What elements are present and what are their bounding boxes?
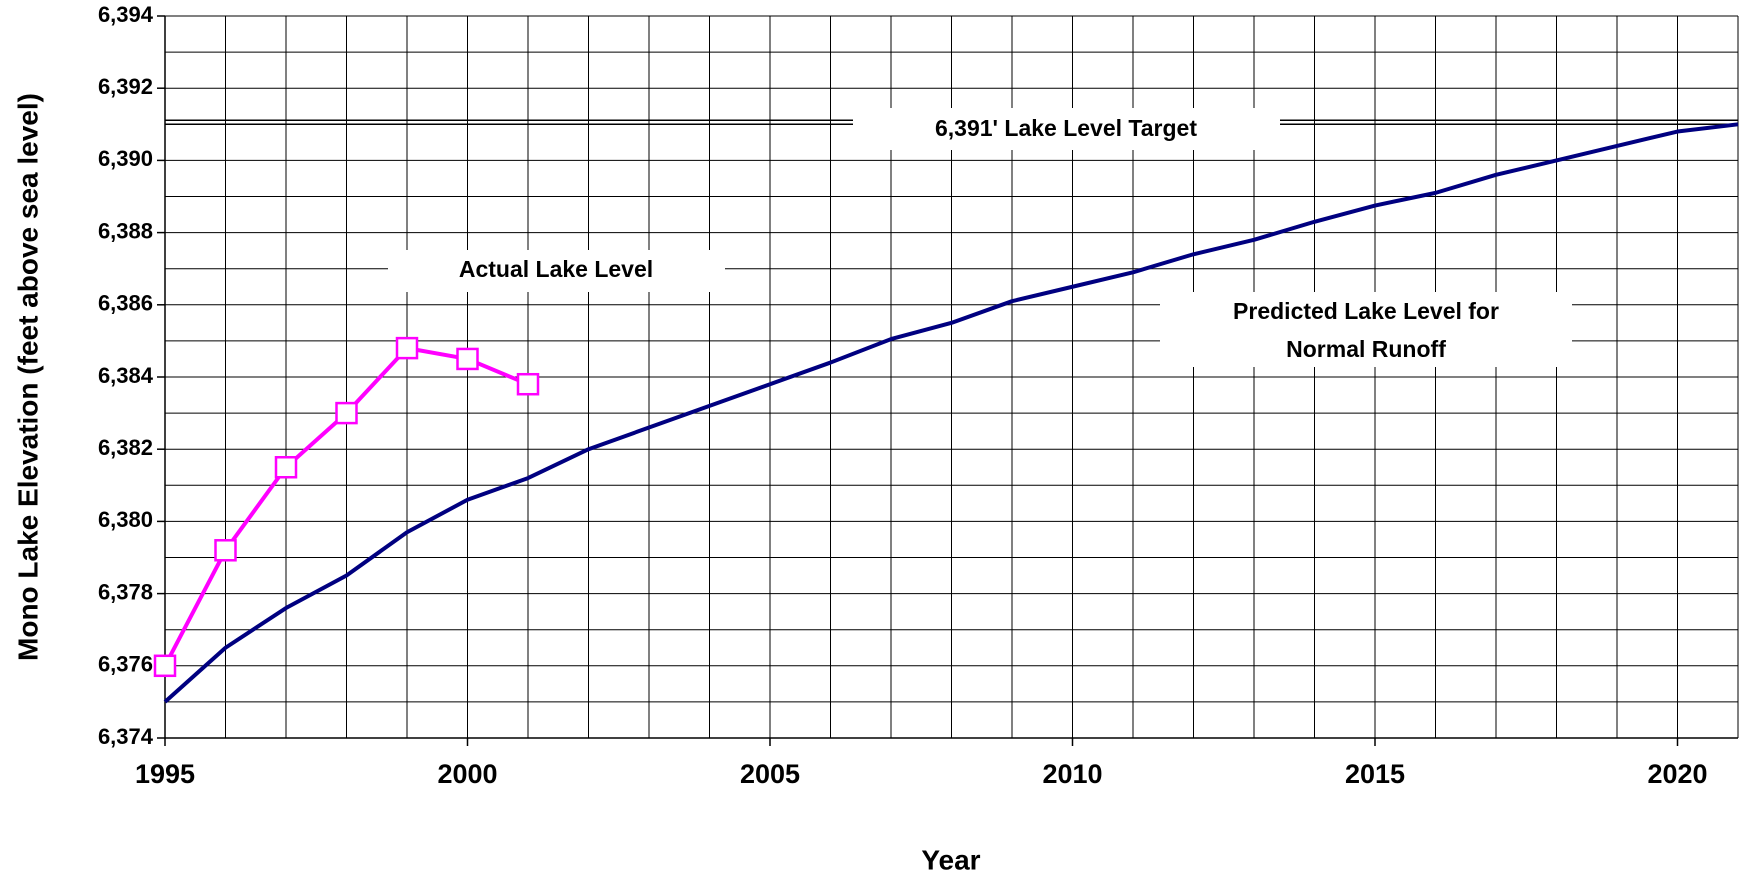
- point-marker: [456, 347, 479, 371]
- x-tick-label: 2015: [1345, 759, 1405, 789]
- series-line: [163, 122, 1739, 704]
- y-tick-label: 6,378: [98, 579, 153, 604]
- y-tick-label: 6,382: [98, 435, 153, 460]
- point-marker: [395, 336, 419, 360]
- target-label: 6,391' Lake Level Target: [935, 115, 1197, 141]
- series-label: Predicted Lake Level for: [1233, 298, 1499, 324]
- point-marker: [153, 654, 177, 678]
- y-tick-label: 6,386: [98, 291, 153, 316]
- x-tick-label: 2020: [1647, 759, 1707, 789]
- point-marker: [274, 456, 298, 479]
- point-marker: [516, 372, 540, 396]
- y-tick-label: 6,380: [98, 507, 153, 532]
- y-axis-title: Mono Lake Elevation (feet above sea leve…: [12, 93, 43, 661]
- annotation-box: [388, 250, 725, 292]
- annotation-box: [1160, 292, 1572, 367]
- series-label: Actual Lake Level: [459, 256, 653, 282]
- y-tick-label: 6,374: [98, 724, 154, 749]
- x-tick-label: 2005: [740, 759, 800, 789]
- y-tick-label: 6,392: [98, 74, 153, 99]
- series-label: Normal Runoff: [1286, 336, 1446, 362]
- y-tick-label: 6,394: [98, 2, 154, 27]
- y-tick-label: 6,384: [98, 363, 154, 388]
- point-marker: [214, 539, 237, 562]
- x-axis-title: Year: [921, 844, 980, 875]
- point-marker: [335, 401, 358, 425]
- y-tick-label: 6,390: [98, 146, 153, 171]
- x-tick-label: 1995: [135, 759, 195, 789]
- x-tick-label: 2010: [1042, 759, 1102, 789]
- y-tick-label: 6,376: [98, 652, 153, 677]
- y-tick-label: 6,388: [98, 218, 153, 243]
- x-tick-label: 2000: [437, 759, 497, 789]
- annotation-box: [853, 108, 1280, 150]
